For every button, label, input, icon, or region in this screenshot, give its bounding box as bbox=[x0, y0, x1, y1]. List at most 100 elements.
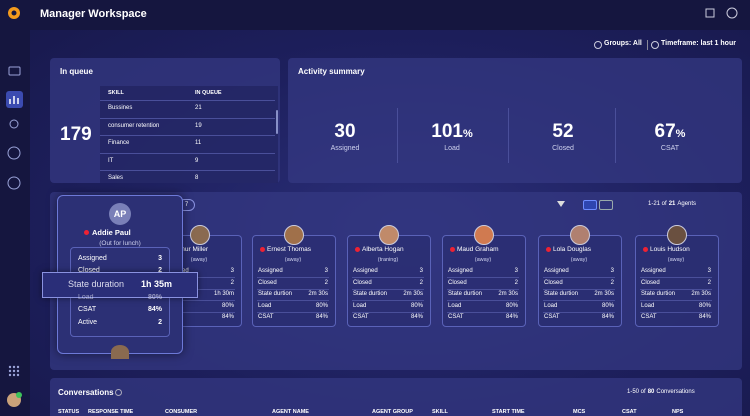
stat-label: Assigned bbox=[448, 268, 473, 274]
stats-icon[interactable] bbox=[7, 146, 21, 160]
stat-label: State durtion bbox=[448, 291, 483, 297]
stat-value: 80% bbox=[221, 302, 234, 309]
stat-label: Load bbox=[444, 145, 460, 152]
stat-label: Assigned bbox=[78, 255, 107, 262]
stat-label: Closed bbox=[78, 267, 100, 274]
stat-value: 3 bbox=[324, 268, 328, 274]
view-toggle bbox=[599, 200, 613, 210]
stat-value: 1h 30m bbox=[213, 291, 234, 297]
stat-label: Closed bbox=[448, 279, 467, 286]
popup-initials: AP bbox=[109, 203, 131, 225]
column-header: SKILL bbox=[432, 409, 448, 415]
status-dot bbox=[355, 247, 360, 252]
row-line bbox=[543, 311, 615, 313]
pagination-unit: Conversations bbox=[656, 389, 695, 395]
highlight-box bbox=[42, 272, 198, 298]
column-header: CSAT bbox=[622, 409, 637, 415]
agent-avatar bbox=[190, 225, 210, 245]
stat-label: Load bbox=[641, 302, 655, 309]
stat-label: Assigned bbox=[330, 145, 360, 152]
agent-icon[interactable] bbox=[9, 119, 19, 129]
sidebar bbox=[0, 0, 30, 416]
stat-label: CSAT bbox=[353, 314, 369, 320]
row-line bbox=[100, 117, 275, 119]
stat: 101% bbox=[402, 121, 502, 143]
row-line bbox=[352, 311, 424, 313]
queue-total: 179 bbox=[60, 124, 92, 145]
queue-count: 9 bbox=[195, 157, 199, 164]
stat-value: 84% bbox=[505, 314, 518, 320]
status-dot bbox=[260, 247, 265, 252]
row-line bbox=[257, 300, 329, 301]
layers-icon[interactable] bbox=[705, 8, 715, 18]
table-bg bbox=[100, 86, 278, 183]
column-header: AGENT GROUP bbox=[372, 409, 413, 415]
stat-value: 52 bbox=[552, 121, 574, 142]
help-icon[interactable] bbox=[726, 7, 738, 19]
apps-icon[interactable] bbox=[8, 365, 20, 377]
status-dot bbox=[643, 247, 648, 252]
row-line bbox=[447, 300, 519, 301]
panel-title: Activity summary bbox=[298, 67, 365, 76]
skill-name: IT bbox=[108, 157, 114, 164]
column-header: AGENT NAME bbox=[272, 409, 309, 415]
row-line bbox=[352, 277, 424, 278]
stat-label: CSAT bbox=[78, 306, 97, 313]
row-line bbox=[543, 277, 615, 278]
pagination-unit: Agents bbox=[677, 201, 697, 207]
row-line bbox=[257, 311, 329, 313]
row-line bbox=[640, 311, 712, 313]
stat-value: 2m 30s bbox=[498, 291, 518, 297]
stat-value: 84% bbox=[315, 314, 328, 320]
stat-label: Assigned bbox=[641, 268, 666, 274]
column-header: CONSUMER bbox=[165, 409, 198, 415]
popup-status: (Out for lunch) bbox=[99, 240, 141, 247]
status-dot bbox=[546, 247, 551, 252]
agent-status: (away) bbox=[570, 257, 588, 263]
chat-icon[interactable] bbox=[8, 66, 21, 76]
stat-label: CSAT bbox=[258, 314, 274, 320]
stat-value: 30 bbox=[334, 121, 356, 142]
face-icon[interactable] bbox=[7, 176, 21, 190]
stat-label: Assigned bbox=[544, 268, 569, 274]
stat: 30 bbox=[295, 121, 395, 143]
stat-value: 2 bbox=[707, 279, 711, 286]
view-toggle bbox=[583, 200, 597, 210]
pagination-total: 80 bbox=[647, 389, 655, 395]
stat-value: 3 bbox=[158, 255, 162, 262]
stat-value: 2m 30s bbox=[594, 291, 614, 297]
stat-value: 3 bbox=[514, 268, 518, 274]
stat-label: Load bbox=[448, 302, 462, 309]
panel-title: In queue bbox=[60, 67, 93, 76]
pagination: 1-50 of 80 Conversations bbox=[627, 389, 695, 395]
stat-value: 2 bbox=[230, 279, 234, 286]
row-line bbox=[352, 300, 424, 301]
stat-label: Load bbox=[258, 302, 272, 309]
timeframe-filter: Timeframe: last 1 hour bbox=[661, 40, 736, 47]
stat-value: 80% bbox=[698, 302, 711, 309]
agent-status: (away) bbox=[474, 257, 492, 263]
filter-icon bbox=[557, 201, 565, 207]
conversations-panel bbox=[50, 378, 742, 416]
queue-count: 11 bbox=[195, 140, 202, 146]
column-header: NPS bbox=[672, 409, 684, 415]
agent-name: Ernest Thomas bbox=[267, 246, 311, 253]
stat-label: Closed bbox=[552, 145, 574, 152]
row-line bbox=[163, 300, 235, 301]
stat-value: 1h 35m bbox=[140, 279, 172, 289]
stat-value: 84% bbox=[698, 314, 711, 320]
row-line bbox=[257, 288, 329, 290]
row-line bbox=[257, 277, 329, 278]
stat-label: Closed bbox=[258, 279, 277, 286]
row-line bbox=[640, 288, 712, 290]
row-line bbox=[447, 288, 519, 290]
stat-value: 80% bbox=[601, 302, 614, 309]
stat-value: 2m 30s bbox=[308, 291, 328, 297]
stat-label: Load bbox=[353, 302, 367, 309]
stat-value: 3 bbox=[707, 268, 711, 274]
stat-value: 80% bbox=[505, 302, 518, 309]
stat-label: State durtion bbox=[641, 291, 676, 297]
row-line bbox=[100, 100, 275, 101]
column-header: MCS bbox=[573, 409, 586, 415]
